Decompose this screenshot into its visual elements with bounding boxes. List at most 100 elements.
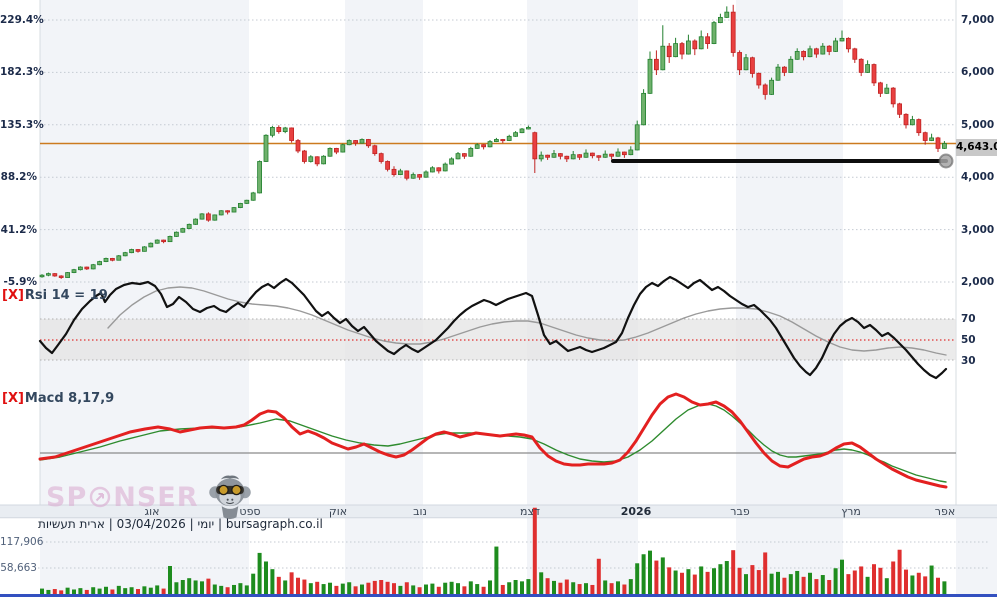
macd-indicator-label: [X]Macd 8,17,9	[2, 391, 114, 406]
volume-bar	[820, 575, 825, 594]
candle-body	[154, 239, 160, 244]
candle-body	[449, 158, 455, 165]
rsi-close-button[interactable]: [X]	[2, 288, 24, 303]
volume-axis-label: 117,906	[0, 536, 44, 548]
volume-bar	[424, 584, 428, 594]
volume-bar	[910, 575, 915, 594]
candle-body	[282, 127, 288, 133]
volume-bar	[782, 577, 787, 594]
date-axis-label: פבר	[730, 505, 750, 518]
candle-body	[846, 37, 851, 50]
volume-bar	[744, 574, 748, 594]
macd-close-button[interactable]: [X]	[2, 391, 24, 406]
percent-axis-label: 41.2%	[0, 223, 37, 236]
rsi-axis-label: 30	[961, 355, 976, 367]
candle-body	[686, 40, 691, 55]
volume-bar	[315, 581, 320, 594]
candle-body	[65, 272, 70, 278]
candle-body	[794, 51, 800, 60]
candle-body	[833, 40, 838, 52]
volume-bar	[411, 585, 416, 594]
volume-bar	[897, 549, 902, 594]
price-axis-label: 5,000	[961, 118, 995, 131]
candle-body	[461, 153, 467, 157]
macd-line	[38, 392, 948, 489]
candle-body	[250, 192, 256, 201]
candle-body	[410, 174, 416, 179]
percent-axis-label: 135.3%	[0, 118, 44, 131]
volume-bar	[289, 572, 294, 594]
volume-bar	[763, 552, 768, 594]
volume-bar	[187, 578, 192, 594]
volume-bar	[718, 564, 723, 594]
candle-body	[634, 124, 640, 151]
volume-bar	[705, 571, 710, 594]
candle-body	[839, 37, 845, 42]
candle-body	[743, 57, 749, 71]
candle-body	[301, 150, 307, 162]
volume-bar	[590, 584, 595, 594]
candle-body	[641, 92, 646, 126]
volume-bar	[507, 582, 512, 594]
candle-body	[609, 153, 614, 157]
volume-bar	[270, 569, 275, 594]
volume-bar	[328, 582, 332, 594]
candle-body	[858, 58, 864, 73]
candle-body	[750, 57, 755, 74]
candle-body	[397, 170, 403, 175]
candle-body	[679, 43, 685, 55]
volume-bar	[584, 583, 588, 594]
volume-bar	[788, 574, 793, 594]
volume-bar	[513, 579, 518, 594]
volume-bar	[46, 589, 51, 594]
date-axis-label: נוב	[413, 505, 427, 518]
trendline-handle[interactable]	[938, 153, 954, 169]
volume-bar	[206, 578, 211, 594]
volume-bar	[366, 582, 371, 594]
volume-bar	[552, 580, 556, 594]
volume-bar	[392, 583, 396, 594]
volume-bar	[475, 584, 480, 594]
volume-bar	[436, 586, 441, 594]
volume-bar	[212, 584, 217, 594]
bottom-frame-bar	[0, 594, 997, 597]
volume-bar	[833, 568, 838, 594]
volume-bar	[84, 589, 89, 594]
candle-body	[103, 258, 109, 262]
volume-bar	[59, 590, 64, 594]
candle-body	[327, 147, 333, 157]
date-axis-label: אוג	[144, 505, 160, 518]
candle-body	[545, 154, 550, 158]
volume-bar	[161, 588, 166, 594]
volume-bar	[219, 585, 224, 594]
candle-body	[590, 152, 595, 157]
volume-bar	[52, 589, 57, 594]
candle-body	[922, 132, 928, 141]
candle-body	[167, 236, 173, 243]
volume-bar	[808, 572, 812, 594]
volume-bar	[916, 572, 921, 594]
volume-bar	[801, 576, 806, 594]
volume-bar	[712, 568, 716, 594]
candle-body	[730, 11, 736, 53]
volume-bar	[616, 581, 620, 594]
candle-body	[647, 58, 653, 94]
candle-body	[289, 127, 295, 141]
candle-body	[935, 137, 941, 149]
price-axis-label: 2,000	[961, 276, 995, 288]
volume-bar	[929, 565, 934, 594]
rsi-indicator-label: [X]Rsi 14 = 19	[2, 288, 108, 303]
volume-bar	[635, 563, 640, 594]
volume-bar	[846, 574, 851, 594]
candle-body	[269, 127, 275, 136]
volume-bar	[72, 589, 76, 594]
volume-bar	[648, 550, 652, 594]
candle-body	[110, 258, 115, 261]
candle-body	[321, 155, 327, 165]
candle-body	[692, 40, 698, 50]
candle-body	[865, 64, 870, 73]
volume-bar	[904, 569, 908, 594]
volume-bar	[283, 580, 288, 594]
candle-body	[782, 66, 787, 73]
volume-bar	[692, 574, 697, 594]
